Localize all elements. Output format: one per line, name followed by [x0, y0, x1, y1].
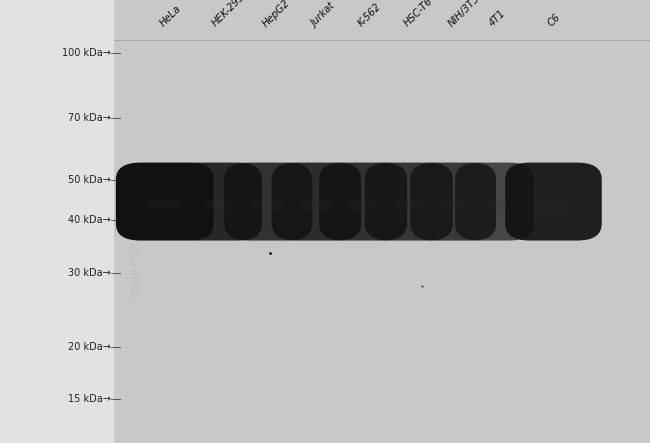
FancyBboxPatch shape: [0, 0, 114, 443]
FancyBboxPatch shape: [114, 0, 650, 443]
FancyBboxPatch shape: [439, 199, 467, 210]
Text: Jurkat: Jurkat: [309, 1, 337, 29]
FancyBboxPatch shape: [536, 199, 571, 210]
FancyBboxPatch shape: [202, 199, 232, 210]
FancyBboxPatch shape: [394, 199, 423, 210]
FancyBboxPatch shape: [365, 163, 452, 241]
Text: 100 kDa→: 100 kDa→: [62, 48, 110, 58]
FancyBboxPatch shape: [254, 199, 283, 210]
FancyBboxPatch shape: [172, 163, 262, 241]
FancyBboxPatch shape: [302, 199, 332, 210]
Text: HeLa: HeLa: [157, 4, 183, 29]
FancyBboxPatch shape: [147, 199, 183, 210]
FancyBboxPatch shape: [455, 163, 534, 241]
Text: C6: C6: [547, 12, 563, 29]
FancyBboxPatch shape: [319, 163, 407, 241]
FancyBboxPatch shape: [272, 163, 361, 241]
Text: NIH/3T3: NIH/3T3: [446, 0, 482, 29]
Text: 50 kDa→: 50 kDa→: [68, 175, 110, 185]
FancyBboxPatch shape: [116, 163, 213, 241]
FancyBboxPatch shape: [410, 163, 496, 241]
FancyBboxPatch shape: [505, 163, 602, 241]
Text: HSC-T6: HSC-T6: [402, 0, 434, 29]
Text: WWW.PTGLAB3.COM: WWW.PTGLAB3.COM: [130, 190, 140, 298]
Text: K-562: K-562: [356, 2, 383, 29]
Text: HEK-293: HEK-293: [210, 0, 247, 29]
FancyBboxPatch shape: [224, 163, 312, 241]
Text: HepG2: HepG2: [261, 0, 292, 29]
Text: 70 kDa→: 70 kDa→: [68, 113, 110, 123]
Text: 30 kDa→: 30 kDa→: [68, 268, 110, 278]
Text: 20 kDa→: 20 kDa→: [68, 342, 110, 352]
FancyBboxPatch shape: [348, 199, 378, 210]
Text: 4T1: 4T1: [488, 8, 508, 29]
Text: 40 kDa→: 40 kDa→: [68, 215, 110, 225]
Text: 15 kDa→: 15 kDa→: [68, 394, 110, 404]
FancyBboxPatch shape: [483, 199, 506, 210]
